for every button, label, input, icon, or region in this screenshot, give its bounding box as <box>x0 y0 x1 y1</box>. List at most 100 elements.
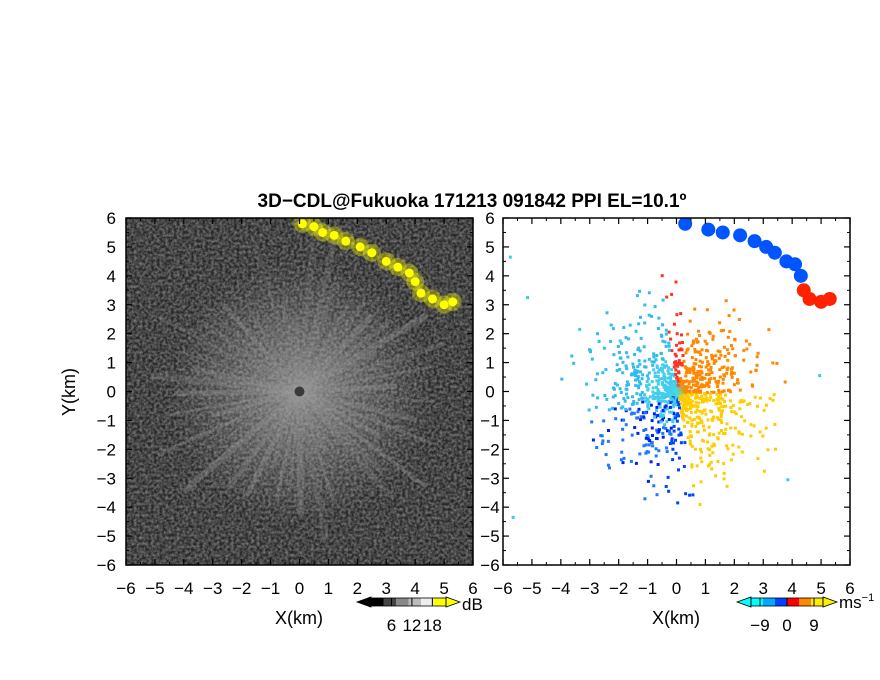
velocity-dot <box>700 397 704 401</box>
echo-ray <box>177 350 301 393</box>
velocity-cloud-point <box>793 268 808 283</box>
velocity-dot <box>662 385 666 389</box>
velocity-dot <box>659 413 663 417</box>
velocity-dot <box>693 447 697 451</box>
velocity-dot <box>628 323 632 327</box>
velocity-dot <box>660 334 664 338</box>
velocity-dot <box>661 357 665 361</box>
velocity-dot <box>621 371 625 375</box>
velocity-dot <box>630 433 634 437</box>
x-tick-label: 1 <box>701 579 710 598</box>
y-tick-label-middle: 3 <box>485 296 494 315</box>
velocity-dot <box>709 368 713 372</box>
velocity-dot <box>761 434 765 438</box>
velocity-dot <box>700 360 704 364</box>
reflectivity-panel: −6 −5 −4 −3 −2 −1 0 1 2 3 4 5 6 −6−5−4−3−2−10123456−… <box>59 209 500 628</box>
velocity-dot <box>640 391 644 394</box>
velocity-dot <box>690 418 694 422</box>
velocity-dot <box>621 438 625 442</box>
y-tick-label: 2 <box>107 325 116 344</box>
velocity-dot <box>650 380 654 384</box>
y-tick-label-middle: 0 <box>485 383 494 402</box>
velocity-dot <box>602 346 606 350</box>
cloud-echo-point <box>341 236 351 246</box>
velocity-dot <box>689 411 693 414</box>
echo-ray <box>265 317 303 395</box>
velocity-dot <box>632 365 635 369</box>
velocity-dot <box>677 371 681 375</box>
velocity-dot <box>720 429 723 432</box>
velocity-dot <box>635 371 639 375</box>
velocity-dot <box>733 354 737 358</box>
velocity-dot <box>766 448 770 452</box>
velocity-dot <box>672 322 676 326</box>
velocity-dot <box>737 445 741 449</box>
velocity-dot <box>732 383 736 387</box>
velocity-dot <box>684 371 688 375</box>
velocity-dot <box>714 474 718 478</box>
velocity-dot <box>647 400 651 404</box>
velocity-dot <box>676 412 680 416</box>
velocity-dot <box>616 345 620 348</box>
velocity-dot <box>695 340 699 344</box>
velocity-dot <box>698 417 702 420</box>
velocity-dot <box>657 420 661 424</box>
chart-title: 3D−CDL@Fukuoka 171213 091842 PPI EL=10.1… <box>258 191 687 212</box>
colorbar-right-arrow <box>445 596 462 608</box>
velocity-dot <box>652 360 656 364</box>
velocity-dot <box>729 399 733 403</box>
velocity-dot <box>723 400 726 403</box>
velocity-cloud-point <box>802 291 817 306</box>
velocity-dot <box>651 386 655 390</box>
velocity-dot <box>601 439 605 443</box>
velocity-dot <box>707 362 711 366</box>
velocity-dot <box>694 388 698 392</box>
velocity-dot <box>682 465 686 468</box>
velocity-dot <box>664 332 668 336</box>
velocity-dot <box>656 388 660 391</box>
echo-ray <box>206 390 301 450</box>
velocity-dot <box>733 426 737 430</box>
velocity-dot <box>617 402 621 405</box>
velocity-dot <box>714 359 718 363</box>
velocity-dot <box>677 377 681 381</box>
reflectivity-rays <box>150 234 445 542</box>
velocity-dot <box>717 417 721 421</box>
velocity-dot <box>722 477 726 481</box>
velocity-dot <box>657 449 661 453</box>
velocity-dot <box>663 405 667 409</box>
velocity-dot <box>656 327 660 330</box>
velocity-dot <box>649 474 653 478</box>
velocity-dot <box>738 407 742 411</box>
velocity-dot <box>638 349 642 353</box>
velocity-dot <box>688 439 692 443</box>
velocity-dot <box>677 433 681 437</box>
velocity-dot <box>690 463 694 467</box>
velocity-dot <box>661 298 665 302</box>
x-tick-label: −1 <box>638 579 657 598</box>
velocity-dot <box>633 373 637 377</box>
velocity-dot <box>692 367 696 371</box>
velocity-dot <box>650 314 654 318</box>
velocity-dot <box>755 363 759 367</box>
velocity-dot <box>646 479 650 483</box>
echo-ray <box>211 389 302 418</box>
velocity-dot <box>653 375 657 379</box>
echo-ray <box>296 237 316 395</box>
velocity-dot <box>688 370 692 373</box>
echo-ray <box>275 389 302 501</box>
velocity-dot <box>783 380 787 384</box>
velocity-dot <box>703 339 707 343</box>
y-tick-label-middle: 1 <box>485 354 494 373</box>
velocity-dot <box>665 295 669 299</box>
velocity-dot <box>647 407 651 411</box>
velocity-dot <box>677 348 681 352</box>
velocity-dot <box>658 396 662 400</box>
velocity-dot <box>731 404 735 408</box>
velocity-dot <box>706 447 710 451</box>
x-tick-label: 4 <box>410 579 419 598</box>
echo-ray <box>173 388 303 397</box>
velocity-dot <box>726 366 730 370</box>
velocity-dot <box>722 462 726 466</box>
